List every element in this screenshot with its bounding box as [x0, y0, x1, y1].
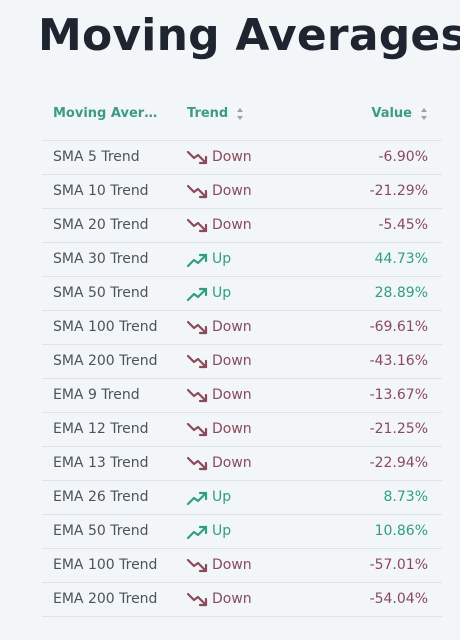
- table-row: EMA 26 Trend Up 8.73%: [42, 481, 442, 515]
- row-trend-label: Down: [212, 455, 252, 471]
- column-header-name[interactable]: Moving Averages: [53, 106, 173, 121]
- row-value: -43.16%: [369, 353, 428, 369]
- row-trend: Down: [187, 549, 252, 582]
- row-trend-label: Down: [212, 421, 252, 437]
- table-row: EMA 100 Trend Down -57.01%: [42, 549, 442, 583]
- row-value: -21.25%: [369, 421, 428, 437]
- row-value: -5.45%: [378, 217, 428, 233]
- table-row: SMA 10 Trend Down -21.29%: [42, 175, 442, 209]
- row-trend: Down: [187, 141, 252, 174]
- row-trend: Down: [187, 379, 252, 412]
- table-row: SMA 200 Trend Down -43.16%: [42, 345, 442, 379]
- row-trend: Down: [187, 345, 252, 378]
- column-header-value[interactable]: Value: [371, 106, 428, 121]
- page-title: Moving Averages: [38, 10, 460, 61]
- row-indicator-name: EMA 50 Trend: [53, 523, 149, 539]
- trending-down-icon: [187, 558, 208, 572]
- row-indicator-name: EMA 200 Trend: [53, 591, 158, 607]
- row-value: -21.29%: [369, 183, 428, 199]
- trending-down-icon: [187, 422, 208, 436]
- trending-down-icon: [187, 456, 208, 470]
- row-trend: Down: [187, 209, 252, 242]
- row-value: 28.89%: [374, 285, 428, 301]
- row-trend-label: Down: [212, 183, 252, 199]
- row-indicator-name: SMA 20 Trend: [53, 217, 149, 233]
- column-header-trend[interactable]: Trend: [187, 106, 244, 121]
- row-trend: Up: [187, 277, 231, 310]
- row-trend: Down: [187, 413, 252, 446]
- trending-down-icon: [187, 388, 208, 402]
- table-row: EMA 9 Trend Down -13.67%: [42, 379, 442, 413]
- row-trend-label: Up: [212, 285, 232, 301]
- table-row: SMA 30 Trend Up 44.73%: [42, 243, 442, 277]
- table-row: EMA 13 Trend Down -22.94%: [42, 447, 442, 481]
- row-indicator-name: EMA 13 Trend: [53, 455, 149, 471]
- row-indicator-name: SMA 200 Trend: [53, 353, 158, 369]
- row-indicator-name: SMA 50 Trend: [53, 285, 149, 301]
- row-indicator-name: SMA 5 Trend: [53, 149, 140, 165]
- moving-averages-table: Moving Averages Trend Value SMA 5 Trend D…: [42, 98, 442, 617]
- row-value: 10.86%: [374, 523, 428, 539]
- row-trend: Up: [187, 481, 231, 514]
- trending-down-icon: [187, 184, 208, 198]
- column-header-trend-label: Trend: [187, 106, 229, 121]
- row-trend-label: Down: [212, 217, 252, 233]
- column-header-value-label: Value: [371, 106, 412, 121]
- row-trend-label: Up: [212, 251, 232, 267]
- row-indicator-name: SMA 30 Trend: [53, 251, 149, 267]
- row-trend-label: Up: [212, 523, 232, 539]
- row-indicator-name: SMA 100 Trend: [53, 319, 158, 335]
- table-row: SMA 20 Trend Down -5.45%: [42, 209, 442, 243]
- trending-down-icon: [187, 150, 208, 164]
- sort-icon[interactable]: [237, 107, 244, 120]
- trending-up-icon: [187, 525, 208, 539]
- table-row: SMA 5 Trend Down -6.90%: [42, 141, 442, 175]
- trending-down-icon: [187, 218, 208, 232]
- row-value: -13.67%: [369, 387, 428, 403]
- row-value: -6.90%: [378, 149, 428, 165]
- row-indicator-name: EMA 12 Trend: [53, 421, 149, 437]
- row-indicator-name: EMA 9 Trend: [53, 387, 140, 403]
- column-header-name-label: Moving Averages: [53, 106, 163, 121]
- row-trend-label: Down: [212, 557, 252, 573]
- table-row: EMA 12 Trend Down -21.25%: [42, 413, 442, 447]
- trending-down-icon: [187, 320, 208, 334]
- row-indicator-name: SMA 10 Trend: [53, 183, 149, 199]
- table-row: EMA 50 Trend Up 10.86%: [42, 515, 442, 549]
- row-trend: Down: [187, 175, 252, 208]
- table-row: SMA 50 Trend Up 28.89%: [42, 277, 442, 311]
- row-trend: Down: [187, 311, 252, 344]
- row-trend: Up: [187, 243, 231, 276]
- table-header: Moving Averages Trend Value: [42, 98, 442, 141]
- trending-up-icon: [187, 287, 208, 301]
- row-trend: Down: [187, 447, 252, 480]
- row-indicator-name: EMA 26 Trend: [53, 489, 149, 505]
- row-value: -69.61%: [369, 319, 428, 335]
- row-trend-label: Down: [212, 591, 252, 607]
- row-value: 8.73%: [383, 489, 428, 505]
- trending-up-icon: [187, 253, 208, 267]
- row-value: -57.01%: [369, 557, 428, 573]
- sort-icon[interactable]: [421, 107, 428, 120]
- table-body: SMA 5 Trend Down -6.90% SMA 10 Trend Down -21…: [42, 141, 442, 617]
- trending-down-icon: [187, 354, 208, 368]
- row-indicator-name: EMA 100 Trend: [53, 557, 158, 573]
- row-trend: Up: [187, 515, 231, 548]
- row-trend-label: Down: [212, 387, 252, 403]
- row-trend-label: Down: [212, 149, 252, 165]
- trending-up-icon: [187, 491, 208, 505]
- row-trend-label: Up: [212, 489, 232, 505]
- row-trend-label: Down: [212, 353, 252, 369]
- row-trend: Down: [187, 583, 252, 616]
- row-value: -22.94%: [369, 455, 428, 471]
- row-value: 44.73%: [374, 251, 428, 267]
- trending-down-icon: [187, 592, 208, 606]
- row-trend-label: Down: [212, 319, 252, 335]
- table-row: SMA 100 Trend Down -69.61%: [42, 311, 442, 345]
- table-row: EMA 200 Trend Down -54.04%: [42, 583, 442, 617]
- row-value: -54.04%: [369, 591, 428, 607]
